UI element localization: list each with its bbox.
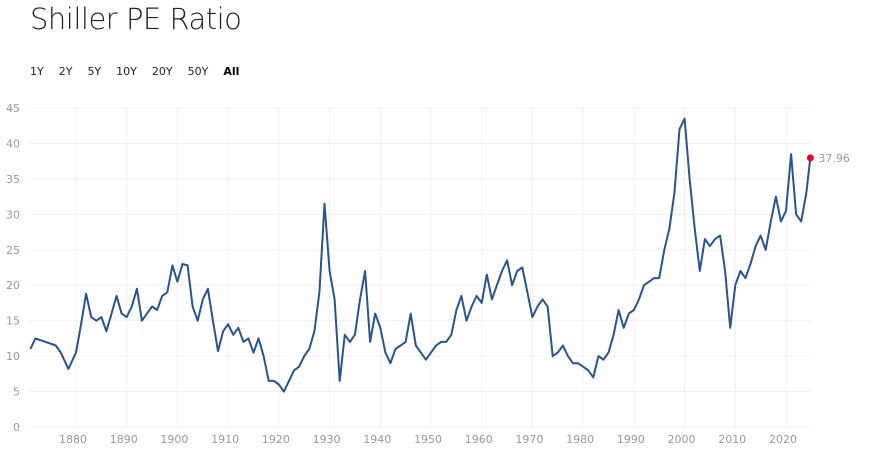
y-tick-label: 20 — [6, 279, 20, 292]
x-tick-label: 2020 — [769, 433, 797, 446]
range-1y-button[interactable]: 1Y — [30, 65, 44, 78]
x-tick-label: 1920 — [262, 433, 290, 446]
x-tick-label: 2010 — [718, 433, 746, 446]
range-all-button[interactable]: All — [223, 65, 240, 78]
x-tick-label: 1880 — [59, 433, 87, 446]
last-value-label: 37.96 — [818, 152, 850, 165]
y-tick-label: 45 — [6, 102, 20, 115]
y-tick-label: 30 — [6, 208, 20, 221]
last-value-marker[interactable] — [806, 154, 814, 162]
x-tick-label: 1910 — [211, 433, 239, 446]
range-20y-button[interactable]: 20Y — [151, 65, 173, 78]
y-tick-label: 10 — [6, 350, 20, 363]
x-tick-label: 1930 — [313, 433, 341, 446]
series-line-shiller-pe — [29, 117, 812, 393]
x-tick-label: 1960 — [465, 433, 493, 446]
grid — [30, 107, 810, 428]
range-5y-button[interactable]: 5Y — [87, 65, 102, 78]
range-2y-button[interactable]: 2Y — [58, 65, 73, 78]
x-tick-label: 1940 — [363, 433, 391, 446]
x-tick-label: 1970 — [515, 433, 543, 446]
x-tick-label: 1990 — [617, 433, 645, 446]
y-tick-label: 0 — [13, 421, 20, 434]
range-50y-button[interactable]: 50Y — [187, 65, 209, 78]
x-tick-label: 1980 — [566, 433, 594, 446]
y-tick-label: 40 — [6, 137, 20, 150]
range-selector: 1Y 2Y 5Y 10Y 20Y 50Y All — [30, 65, 254, 78]
y-tick-label: 15 — [6, 315, 20, 328]
x-tick-label: 1950 — [414, 433, 442, 446]
x-tick-label: 1890 — [110, 433, 138, 446]
y-axis: 0 5 10 15 20 25 30 35 40 45 — [6, 102, 20, 434]
x-tick-label: 2000 — [668, 433, 696, 446]
range-10y-button[interactable]: 10Y — [116, 65, 137, 78]
x-tick-label: 1900 — [160, 433, 188, 446]
y-tick-label: 25 — [6, 244, 20, 257]
y-tick-label: 35 — [6, 173, 20, 186]
x-axis: 1880 1890 1900 1910 1920 1930 1940 1950 1960 1970… — [59, 433, 797, 446]
page-title: Shiller PE Ratio — [30, 2, 242, 36]
y-tick-label: 5 — [13, 386, 20, 399]
